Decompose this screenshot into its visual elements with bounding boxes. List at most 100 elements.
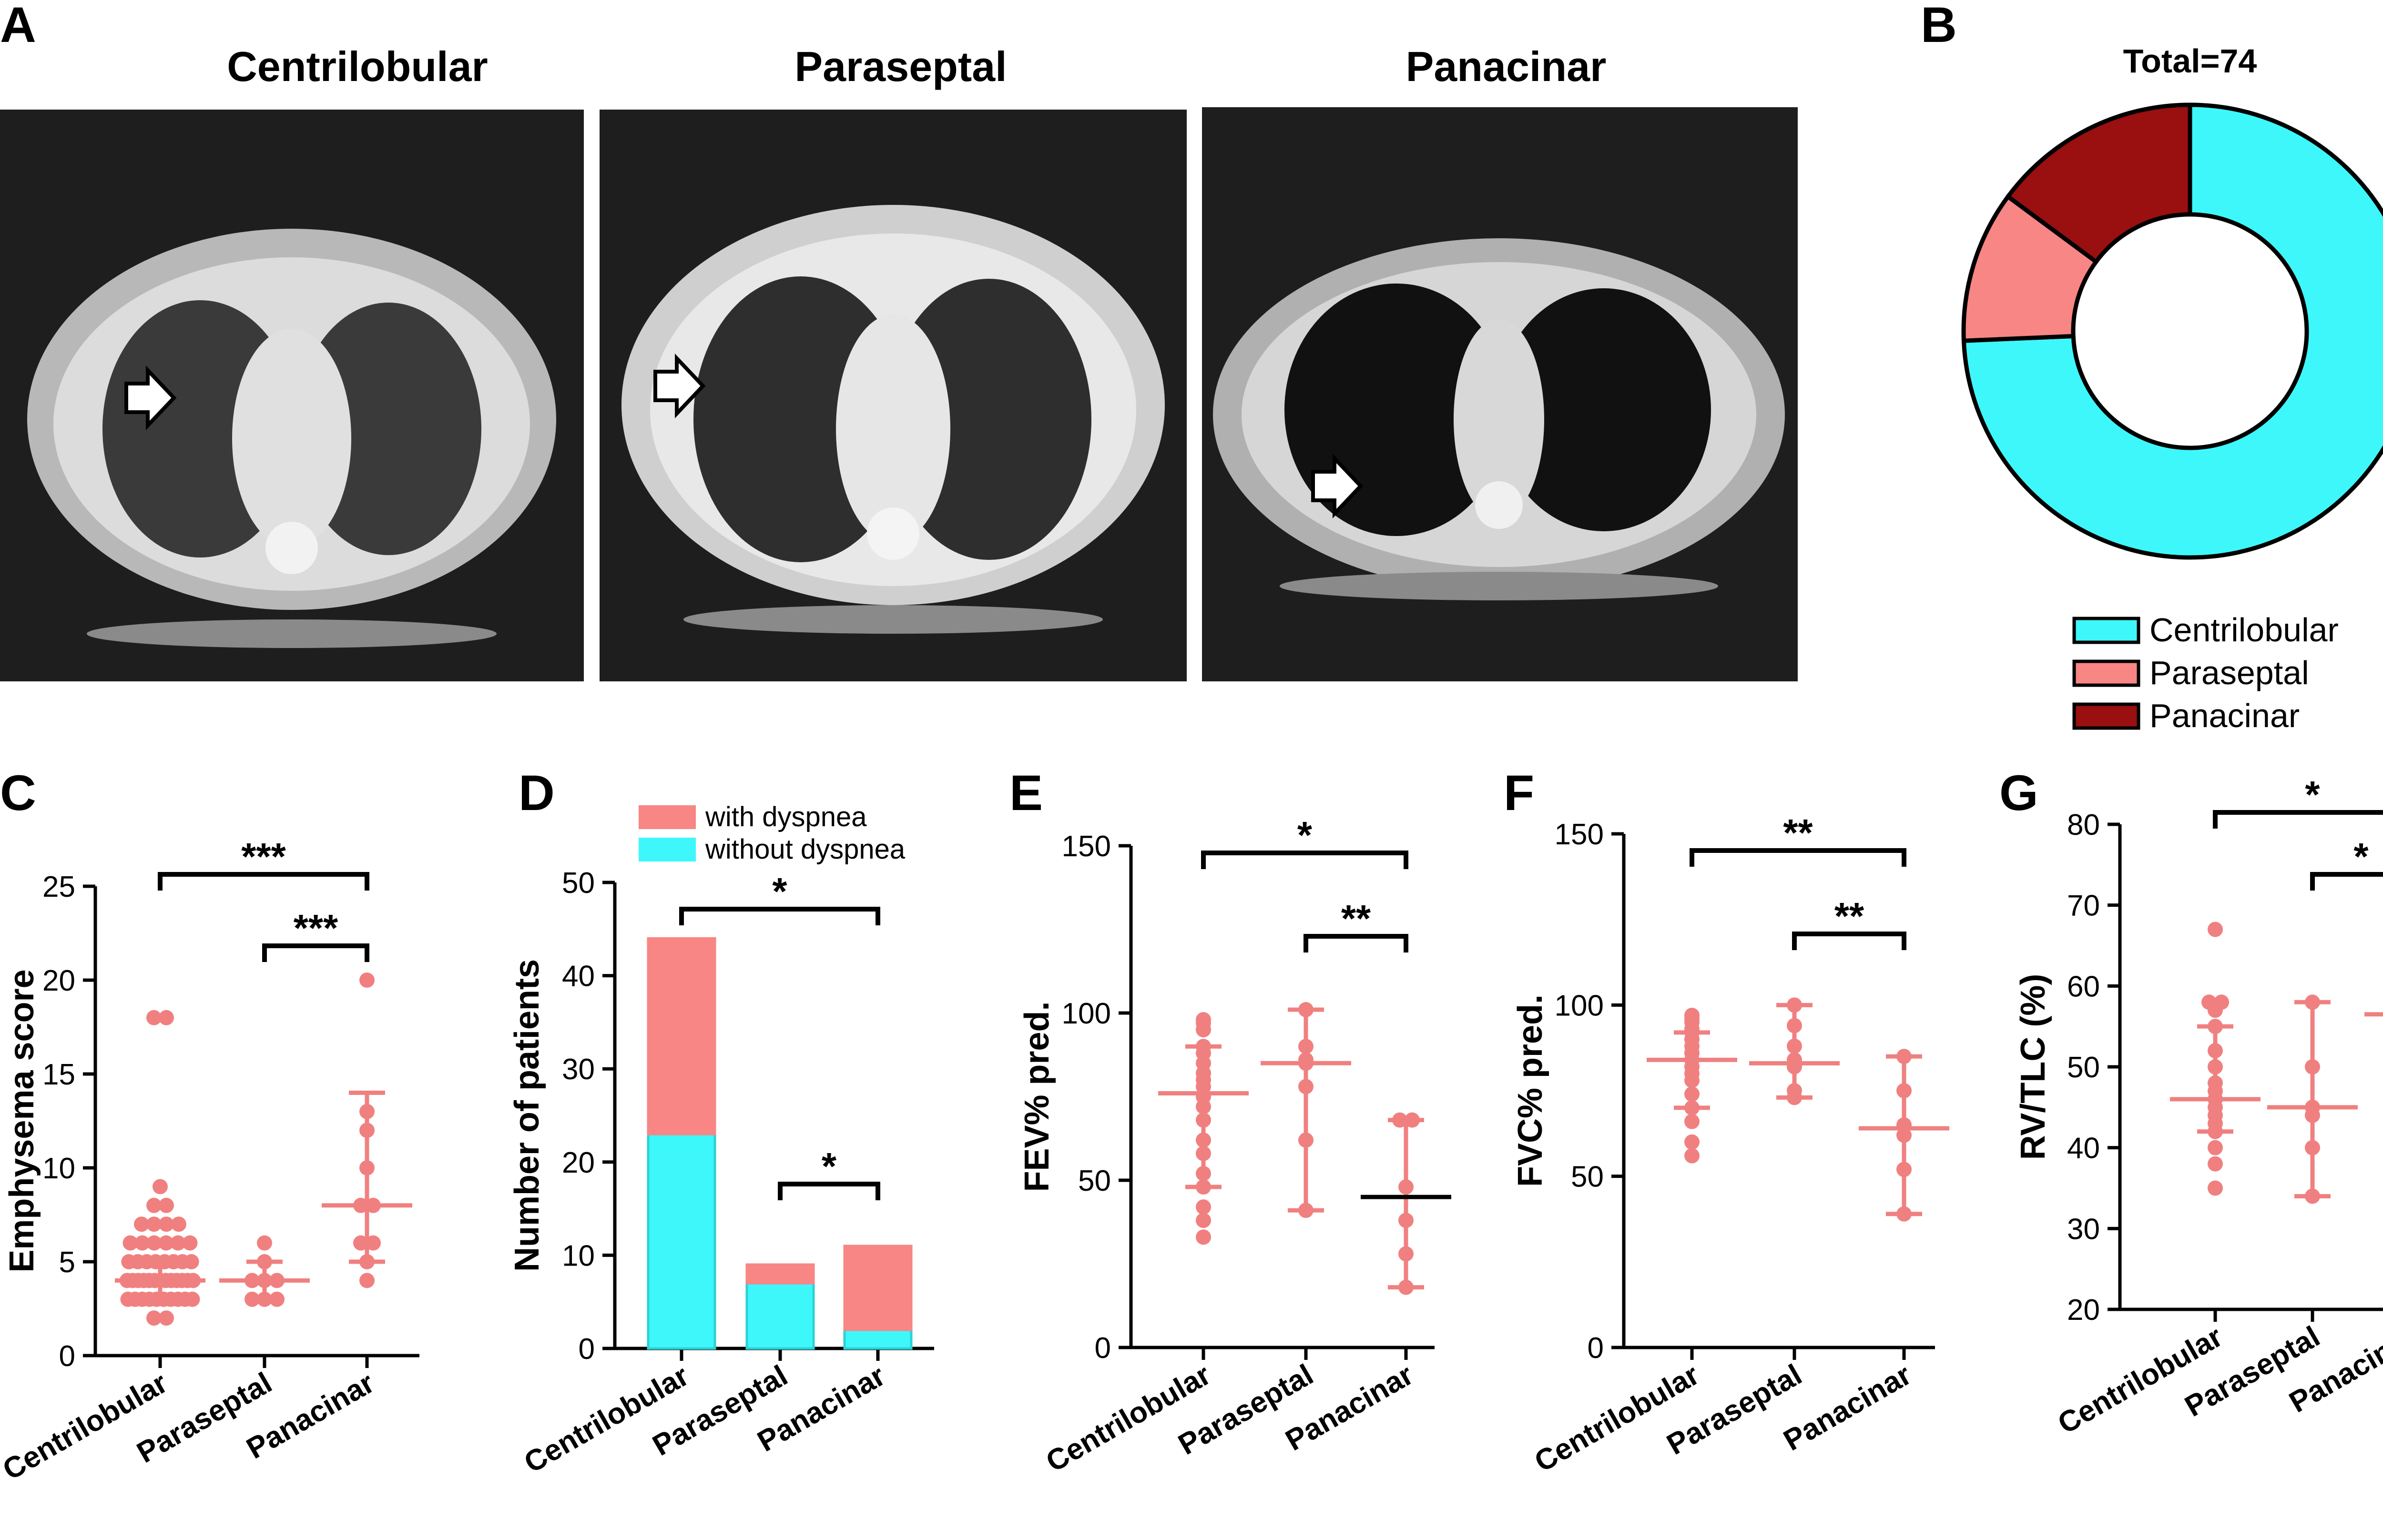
y-tick-label: 30 bbox=[562, 1053, 595, 1086]
data-point bbox=[2208, 1180, 2223, 1196]
data-point bbox=[146, 1216, 162, 1232]
y-tick-label: 0 bbox=[1095, 1332, 1111, 1365]
data-point bbox=[269, 1291, 285, 1307]
legend-label-paraseptal: Paraseptal bbox=[2149, 654, 2309, 691]
data-point bbox=[1405, 1112, 1420, 1128]
data-point bbox=[1787, 1038, 1802, 1054]
y-tick-label: 50 bbox=[2067, 1051, 2100, 1084]
arrow-icon bbox=[124, 365, 177, 431]
y-axis-label: FVC% pred. bbox=[1511, 994, 1549, 1187]
data-point bbox=[153, 1179, 168, 1195]
data-point bbox=[159, 1197, 174, 1213]
data-point bbox=[244, 1291, 260, 1307]
y-tick-label: 80 bbox=[2067, 809, 2100, 841]
data-point bbox=[1398, 1279, 1414, 1295]
data-point bbox=[1298, 1002, 1314, 1017]
y-tick-label: 0 bbox=[579, 1333, 595, 1366]
y-tick-label: 150 bbox=[1062, 830, 1111, 863]
significance-bracket bbox=[1201, 851, 1408, 869]
data-point bbox=[1196, 1145, 1211, 1161]
data-point bbox=[1196, 1039, 1211, 1054]
data-point bbox=[366, 1235, 381, 1251]
ct-image-panacinar bbox=[1202, 107, 1798, 681]
bar-without-dyspnea bbox=[745, 1282, 815, 1350]
ct-image-paraseptal bbox=[600, 110, 1187, 681]
y-tick-label: 5 bbox=[59, 1246, 75, 1279]
significance-label: *** bbox=[294, 907, 338, 949]
legend-swatch-paraseptal bbox=[2072, 659, 2140, 687]
data-point bbox=[1684, 1134, 1700, 1150]
data-point bbox=[1196, 1229, 1211, 1245]
significance-bracket bbox=[1304, 934, 1408, 952]
data-point bbox=[183, 1254, 199, 1269]
y-tick-label: 0 bbox=[59, 1340, 75, 1373]
data-point bbox=[1684, 1086, 1700, 1102]
data-point bbox=[257, 1254, 272, 1269]
y-tick-label: 100 bbox=[1555, 989, 1604, 1022]
bar-with-dyspnea bbox=[745, 1263, 815, 1285]
panel-a: Centrilobular Paraseptal Panacinar bbox=[0, 43, 1798, 681]
data-point bbox=[1196, 1199, 1211, 1215]
data-point bbox=[1896, 1083, 1912, 1098]
bar-without-dyspnea bbox=[843, 1328, 913, 1350]
data-point bbox=[2208, 922, 2223, 937]
y-axis-label: Emphysema score bbox=[3, 969, 41, 1272]
data-point bbox=[1896, 1162, 1912, 1177]
y-tick-label: 40 bbox=[2067, 1132, 2100, 1165]
data-point bbox=[134, 1216, 149, 1232]
y-tick-label: 100 bbox=[1062, 997, 1111, 1030]
data-point bbox=[184, 1291, 200, 1307]
significance-bracket bbox=[1792, 932, 1906, 950]
panel-letter-b: B bbox=[1921, 0, 1957, 53]
panel-letter-e: E bbox=[1009, 765, 1043, 821]
data-point bbox=[2208, 1043, 2223, 1059]
y-tick-label: 40 bbox=[562, 960, 595, 993]
data-point bbox=[257, 1235, 272, 1251]
data-point bbox=[2305, 994, 2320, 1010]
data-point bbox=[359, 1160, 375, 1175]
y-tick-label: 10 bbox=[42, 1152, 75, 1185]
data-point bbox=[1896, 1206, 1912, 1222]
significance-label: * bbox=[772, 870, 787, 912]
ct-title-paraseptal: Paraseptal bbox=[794, 43, 1007, 90]
significance-bracket bbox=[778, 1182, 880, 1200]
data-point bbox=[2305, 1059, 2320, 1074]
y-tick-label: 150 bbox=[1555, 818, 1604, 851]
y-tick-label: 70 bbox=[2067, 890, 2100, 922]
significance-bracket bbox=[262, 943, 369, 962]
data-point bbox=[2201, 994, 2217, 1010]
data-point bbox=[158, 1235, 174, 1251]
y-tick-label: 50 bbox=[1571, 1161, 1604, 1194]
y-tick-label: 10 bbox=[562, 1239, 595, 1272]
panel-letter-a: A bbox=[0, 0, 36, 53]
data-point bbox=[359, 973, 375, 988]
data-point bbox=[1298, 1203, 1314, 1218]
data-point bbox=[1684, 1148, 1700, 1164]
significance-bracket bbox=[158, 872, 369, 891]
data-point bbox=[2208, 1019, 2223, 1034]
donut-title: Total=74 bbox=[2123, 42, 2257, 80]
ct-title-panacinar: Panacinar bbox=[1406, 43, 1607, 90]
data-point bbox=[1787, 1018, 1802, 1033]
legend-label-panacinar: Panacinar bbox=[2149, 697, 2300, 734]
data-point bbox=[1398, 1246, 1414, 1262]
donut-slice-paraseptal bbox=[1961, 193, 2099, 343]
y-tick-label: 15 bbox=[42, 1058, 75, 1091]
panel-letter-c: C bbox=[0, 765, 36, 821]
data-point bbox=[1398, 1213, 1414, 1228]
y-tick-label: 60 bbox=[2067, 970, 2100, 1003]
x-tick-label: Centrilobular bbox=[519, 1359, 694, 1479]
data-point bbox=[359, 1254, 375, 1269]
data-point bbox=[170, 1235, 186, 1251]
data-point bbox=[1787, 1083, 1802, 1098]
data-point bbox=[1196, 1179, 1211, 1195]
data-point bbox=[1196, 1165, 1211, 1181]
data-point bbox=[146, 1197, 162, 1213]
donut-slice-panacinar bbox=[2005, 102, 2192, 265]
y-tick-label: 30 bbox=[2067, 1213, 2100, 1246]
y-axis-label: Number of patients bbox=[508, 959, 546, 1272]
data-point bbox=[159, 1010, 174, 1025]
